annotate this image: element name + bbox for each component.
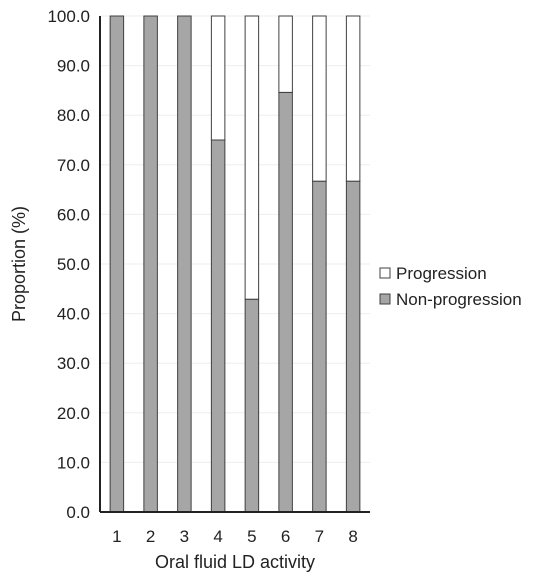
bar-segment-progression-5	[244, 15, 260, 300]
bar-segment-progression-4	[210, 15, 226, 141]
x-tick-label: 5	[247, 527, 256, 546]
bar-segment-progression-6	[278, 15, 293, 93]
legend-swatch-non-progression	[379, 293, 391, 305]
bar-segment-non-progression-3	[177, 15, 192, 513]
y-tick-label: 60.0	[57, 205, 90, 224]
y-tick-label: 40.0	[57, 305, 90, 324]
x-tick-label: 7	[315, 527, 324, 546]
legend: Progression Non-progression	[379, 264, 522, 309]
x-tick-label: 8	[348, 527, 357, 546]
bar-segment-non-progression-4	[210, 139, 226, 513]
x-tick-label: 4	[213, 527, 222, 546]
y-tick-label: 0.0	[66, 503, 90, 522]
y-tick-label: 20.0	[57, 404, 90, 423]
y-tick-label: 10.0	[57, 453, 90, 472]
y-tick-label: 50.0	[57, 255, 90, 274]
y-tick-label: 100.0	[47, 7, 90, 26]
bar-segment-non-progression-6	[278, 91, 293, 513]
bar-segment-non-progression-1	[109, 15, 125, 513]
bar-segment-non-progression-2	[143, 15, 158, 513]
y-tick-label: 30.0	[57, 354, 90, 373]
bars	[109, 15, 361, 513]
x-tick-label: 6	[281, 527, 290, 546]
x-tick-label: 3	[180, 527, 189, 546]
y-tick-label: 80.0	[57, 106, 90, 125]
legend-label-non-progression: Non-progression	[396, 290, 522, 309]
y-tick-labels: 0.0 10.0 20.0 30.0 40.0 50.0 60.0 70.0 80.0 90.0 1…	[47, 7, 90, 522]
x-tick-label: 2	[146, 527, 155, 546]
gridlines	[100, 15, 370, 463]
bar-segment-non-progression-5	[244, 298, 260, 513]
x-tick-labels: 1 2 3 4 5 6 7 8	[112, 527, 358, 546]
y-tick-label: 70.0	[57, 156, 90, 175]
y-tick-label: 90.0	[57, 57, 90, 76]
bar-segment-non-progression-7	[312, 180, 327, 513]
x-tick-label: 1	[112, 527, 121, 546]
legend-swatch-progression	[379, 267, 391, 279]
bar-segment-non-progression-8	[345, 180, 361, 513]
x-axis-title: Oral fluid LD activity	[155, 552, 315, 572]
axes	[99, 16, 370, 513]
bar-segment-progression-7	[312, 15, 327, 182]
legend-label-progression: Progression	[396, 264, 487, 283]
bar-segment-progression-8	[345, 15, 361, 182]
y-axis-title: Proportion (%)	[9, 206, 29, 322]
